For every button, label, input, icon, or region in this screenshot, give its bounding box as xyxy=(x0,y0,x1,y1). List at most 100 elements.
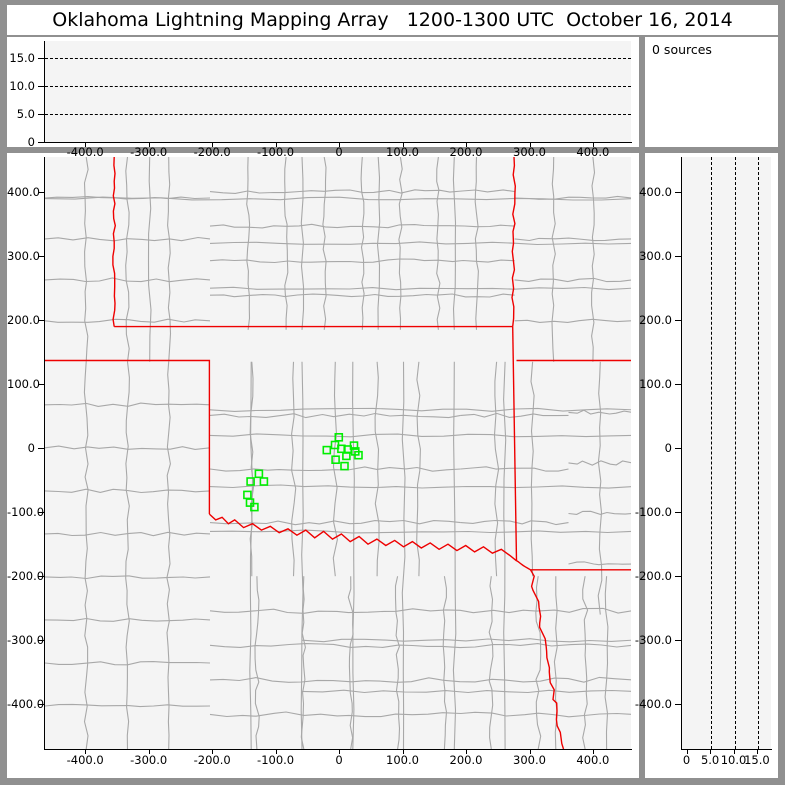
y-tick-mark xyxy=(38,384,44,386)
county-line-h xyxy=(568,561,631,566)
plan-view-map-panel[interactable]: 400.0 300.0 200.0 100.0 0 -100.0 -200.0 -300.0 -… xyxy=(7,153,639,778)
state-border-red-river xyxy=(208,513,517,562)
county-line-v xyxy=(249,361,255,577)
x-tick-mark xyxy=(212,749,214,754)
lightning-source-marker[interactable] xyxy=(250,502,259,512)
y-tick-label: 100.0 xyxy=(7,377,40,392)
y-tick-label: 0 xyxy=(664,441,672,456)
map-x-tick-label: -100.0 xyxy=(257,753,295,767)
map-x-tick-label: 100.0 xyxy=(386,753,419,767)
county-line xyxy=(209,286,631,291)
county-line-h xyxy=(45,531,211,537)
x-tick-mark xyxy=(402,142,404,147)
gridline-horizontal xyxy=(45,113,631,115)
county-line-v xyxy=(125,361,130,749)
x-tick-label: 15.0 xyxy=(744,753,770,767)
county-line xyxy=(452,157,457,330)
state-border-texas-arkansas-south xyxy=(529,569,565,749)
y-tick-label: 400.0 xyxy=(639,185,672,200)
y-tick-mark xyxy=(38,320,44,322)
county-line-v xyxy=(291,361,297,577)
county-line-v xyxy=(374,361,380,577)
y-tick-label: 400.0 xyxy=(7,185,40,200)
x-tick-mark xyxy=(148,749,150,754)
county-line xyxy=(503,361,507,749)
y-tick-label: 300.0 xyxy=(639,249,672,264)
height-vs-y-plot-area[interactable] xyxy=(681,157,771,749)
county-line-v xyxy=(416,361,421,577)
y-tick-label: 5.0 xyxy=(16,106,35,121)
county-line-h xyxy=(209,643,631,649)
y-tick-mark xyxy=(38,85,44,87)
county-line xyxy=(249,361,254,749)
lightning-source-marker[interactable] xyxy=(342,451,351,461)
lightning-source-marker[interactable] xyxy=(331,455,340,465)
y-tick-mark xyxy=(38,576,44,578)
y-tick-label: -200.0 xyxy=(7,569,45,584)
county-line-h xyxy=(568,460,631,466)
county-line-v xyxy=(535,576,542,749)
county-line xyxy=(604,576,609,749)
y-tick-mark xyxy=(675,320,681,322)
map-canvas xyxy=(45,157,631,749)
lightning-source-marker[interactable] xyxy=(246,477,255,486)
county-line-v xyxy=(591,157,596,362)
y-tick-label: -100.0 xyxy=(634,505,672,520)
county-line-h xyxy=(568,510,631,515)
lightning-source-markers-layer[interactable] xyxy=(243,432,363,512)
county-line-h xyxy=(514,277,631,283)
plan-view-plot-area[interactable] xyxy=(44,157,631,749)
state-border-oklahoma-arkansas xyxy=(512,326,518,561)
lightning-source-marker[interactable] xyxy=(354,450,363,460)
state-borders-layer xyxy=(45,157,631,749)
x-tick-label: 10.0 xyxy=(720,753,747,767)
time-height-panel[interactable]: 0 5.0 10.0 15.0 xyxy=(7,37,639,149)
y-tick-mark xyxy=(675,512,681,514)
lightning-source-marker[interactable] xyxy=(322,445,332,455)
lightning-source-marker[interactable] xyxy=(340,461,349,471)
y-tick-mark xyxy=(675,576,681,578)
county-line-h xyxy=(209,258,515,264)
county-line-h xyxy=(45,575,211,580)
county-line-v xyxy=(83,361,89,749)
county-line-v xyxy=(125,157,130,362)
page-title: Oklahoma Lightning Mapping Array 1200-13… xyxy=(52,9,733,31)
top-panel-x-tick-label: 400.0 xyxy=(576,145,610,159)
county-line-h xyxy=(45,703,211,708)
county-line-h xyxy=(514,237,631,242)
lightning-source-marker[interactable] xyxy=(243,490,252,500)
time-height-x-axis xyxy=(44,142,632,143)
y-tick-label: 0 xyxy=(27,441,35,456)
time-height-plot-area[interactable] xyxy=(44,41,631,142)
county-line-v xyxy=(83,157,89,362)
lightning-source-marker[interactable] xyxy=(259,477,269,486)
county-line xyxy=(209,241,631,246)
state-border-arkansas-texas xyxy=(516,560,631,571)
county-line-v xyxy=(436,157,441,330)
county-line-v xyxy=(442,576,448,749)
county-line xyxy=(352,361,355,749)
x-tick-mark xyxy=(402,749,404,754)
top-panel-x-tick-label: 0 xyxy=(335,145,343,159)
lightning-source-marker[interactable] xyxy=(349,441,359,450)
county-line-h xyxy=(45,617,211,622)
gridline-vertical xyxy=(757,157,759,749)
y-tick-label: -400.0 xyxy=(634,697,672,712)
x-tick-mark xyxy=(756,749,758,754)
y-tick-mark xyxy=(675,448,681,450)
county-line-v xyxy=(474,157,479,330)
y-tick-label: 100.0 xyxy=(639,377,672,392)
x-tick-mark xyxy=(212,142,214,147)
y-tick-mark xyxy=(675,704,681,706)
y-tick-label: 0 xyxy=(27,135,35,149)
county-line-v xyxy=(347,576,354,749)
county-line-h xyxy=(209,293,515,298)
lightning-source-marker[interactable] xyxy=(245,498,255,507)
county-line xyxy=(301,638,631,643)
county-line-h xyxy=(45,488,211,494)
county-line-h xyxy=(209,466,461,472)
x-tick-mark xyxy=(733,749,735,754)
lightning-source-marker[interactable] xyxy=(254,469,264,479)
height-vs-y-panel[interactable]: 0 5.0 10.0 15.0 400.0 300.0 200.0 100.0 0 -100.0 -… xyxy=(635,153,778,778)
county-line xyxy=(300,361,304,749)
